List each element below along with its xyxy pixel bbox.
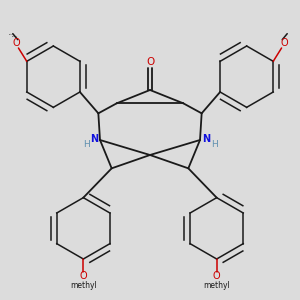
Text: methoxy: methoxy xyxy=(83,289,90,290)
Text: O: O xyxy=(146,57,154,67)
Text: H: H xyxy=(211,140,218,149)
Text: H: H xyxy=(82,140,89,149)
Text: methoxy: methoxy xyxy=(12,57,18,58)
Text: methoxy: methoxy xyxy=(12,35,18,37)
Text: O: O xyxy=(213,271,220,281)
Text: methyl: methyl xyxy=(70,280,97,290)
Text: methyl: methyl xyxy=(203,280,230,290)
Text: O: O xyxy=(12,38,20,48)
Text: N: N xyxy=(90,134,98,144)
Text: N: N xyxy=(202,134,210,144)
Text: methyl: methyl xyxy=(9,34,14,35)
Text: methoxy: methoxy xyxy=(217,289,223,290)
Text: O: O xyxy=(280,38,288,48)
Text: O: O xyxy=(80,271,87,281)
